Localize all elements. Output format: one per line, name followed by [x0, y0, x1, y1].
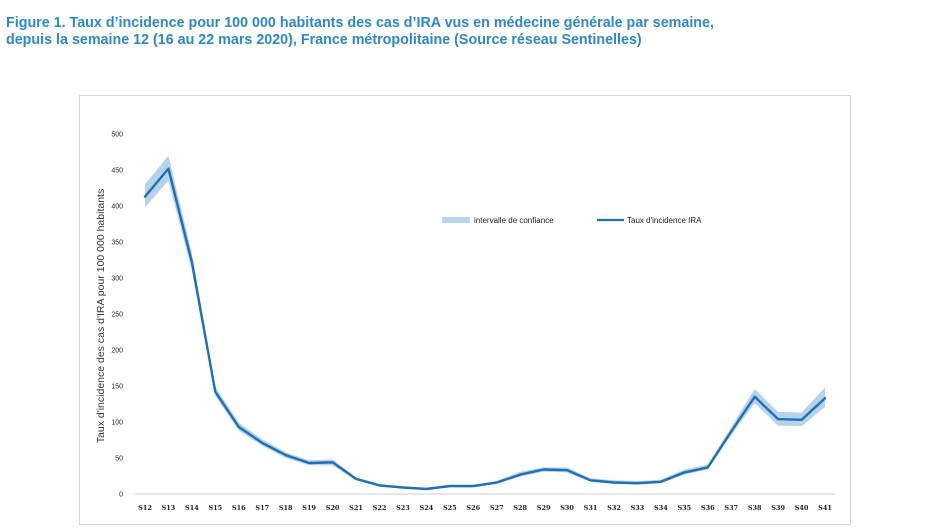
- y-axis-title: Taux d'incidence des cas d'IRA pour 100 …: [95, 189, 107, 443]
- x-tick-label: S21: [349, 504, 363, 512]
- x-tick-label: S17: [255, 504, 269, 512]
- x-tick-label: S31: [584, 504, 598, 512]
- y-tick-label: 100: [111, 420, 123, 427]
- data-point: [660, 481, 662, 483]
- data-point: [777, 418, 779, 420]
- data-point: [707, 466, 709, 468]
- legend-label-band: intervalle de confiance: [474, 216, 554, 225]
- y-tick-label: 200: [111, 348, 123, 355]
- data-point: [613, 481, 615, 483]
- incidence-series-line: [143, 167, 827, 491]
- data-point: [308, 462, 310, 464]
- x-tick-label: S18: [279, 504, 293, 512]
- x-tick-label: S38: [748, 504, 762, 512]
- x-tick-label: S33: [631, 504, 645, 512]
- chart-frame: [79, 95, 851, 525]
- data-point: [167, 167, 169, 169]
- x-tick-label: S32: [607, 504, 621, 512]
- data-point: [800, 419, 802, 421]
- data-point: [261, 442, 263, 444]
- data-point: [472, 485, 474, 487]
- y-tick-label: 350: [111, 240, 123, 247]
- y-tick-label: 0: [119, 492, 123, 499]
- y-tick-label: 450: [111, 168, 123, 175]
- data-point: [238, 426, 240, 428]
- x-tick-label: S13: [162, 504, 176, 512]
- x-tick-label: S35: [677, 504, 691, 512]
- data-point: [191, 261, 193, 263]
- data-point: [378, 484, 380, 486]
- x-tick-label: S19: [302, 504, 316, 512]
- figure-title-line-1: Figure 1. Taux d’incidence pour 100 000 …: [6, 15, 714, 31]
- x-tick-label: S29: [537, 504, 551, 512]
- y-tick-label: 50: [115, 456, 123, 463]
- y-tick-label: 300: [111, 276, 123, 283]
- legend-swatch-band: [442, 217, 470, 223]
- x-tick-label: S40: [795, 504, 809, 512]
- legend-label-line: Taux d'incidence IRA: [627, 216, 702, 225]
- x-tick-label: S15: [208, 504, 222, 512]
- x-tick-label: S23: [396, 504, 410, 512]
- y-axis-ticks: 0 50 100 150 200 250 300 350 400 450 500: [111, 132, 123, 499]
- data-point: [589, 479, 591, 481]
- data-point: [754, 396, 756, 398]
- data-point: [730, 430, 732, 432]
- x-tick-label: S14: [185, 504, 199, 512]
- x-tick-label: S22: [373, 504, 387, 512]
- x-tick-label: S36: [701, 504, 715, 512]
- data-point: [496, 481, 498, 483]
- x-tick-label: S28: [513, 504, 527, 512]
- data-point: [402, 486, 404, 488]
- x-tick-label: S37: [724, 504, 738, 512]
- data-point: [824, 397, 826, 399]
- data-point: [519, 473, 521, 475]
- y-tick-label: 400: [111, 204, 123, 211]
- data-point: [144, 195, 146, 197]
- data-point: [214, 391, 216, 393]
- data-point: [566, 469, 568, 471]
- data-point: [285, 454, 287, 456]
- y-tick-label: 250: [111, 312, 123, 319]
- x-tick-label: S16: [232, 504, 246, 512]
- x-tick-label: S20: [326, 504, 340, 512]
- legend: intervalle de confiance Taux d'incidence …: [442, 216, 702, 225]
- data-point: [636, 482, 638, 484]
- x-tick-label: S27: [490, 504, 504, 512]
- x-tick-label: S41: [818, 504, 832, 512]
- y-tick-label: 150: [111, 384, 123, 391]
- incidence-line-group: [143, 167, 827, 491]
- confidence-band: [145, 155, 825, 490]
- x-axis-ticks: S12 S13 S14 S15 S16 S17 S18 S19 S20 S21 S22 S23 S24 S…: [135, 493, 835, 512]
- figure-title-line-2: depuis la semaine 12 (16 au 22 mars 2020…: [6, 32, 642, 48]
- data-point: [683, 471, 685, 473]
- data-point: [425, 488, 427, 490]
- data-point: [331, 461, 333, 463]
- x-tick-label: S30: [560, 504, 574, 512]
- x-tick-label: S25: [443, 504, 457, 512]
- x-tick-label: S39: [771, 504, 785, 512]
- data-point: [355, 478, 357, 480]
- data-point: [449, 485, 451, 487]
- data-point: [542, 468, 544, 470]
- confidence-band-group: [145, 155, 825, 490]
- x-tick-label: S24: [420, 504, 434, 512]
- x-tick-label: S26: [466, 504, 480, 512]
- figure-title: Figure 1. Taux d’incidence pour 100 000 …: [6, 15, 931, 49]
- x-tick-label: S34: [654, 504, 668, 512]
- x-tick-label: S12: [138, 504, 152, 512]
- y-tick-label: 500: [111, 132, 123, 139]
- y-axis-title-group: Taux d'incidence des cas d'IRA pour 100 …: [95, 189, 107, 443]
